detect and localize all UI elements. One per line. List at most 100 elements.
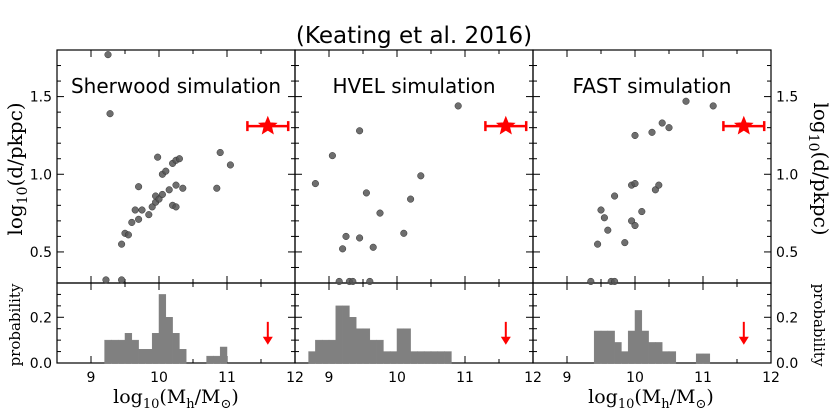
arrow-head: [262, 336, 273, 345]
y-tick-label: 0.5: [776, 245, 798, 261]
histogram-bar: [641, 330, 649, 364]
data-point: [638, 207, 646, 216]
panel-2: HVEL simulation 9 10 11 12: [294, 49, 542, 386]
histogram-bar: [362, 328, 371, 364]
histogram-bar: [145, 349, 153, 364]
x-tick-label: 11: [694, 370, 712, 386]
histogram-bar: [444, 351, 452, 364]
data-point: [369, 243, 377, 251]
histogram-bar: [117, 339, 126, 364]
data-point: [604, 226, 612, 234]
data-point: [128, 218, 136, 226]
histogram-bar: [321, 339, 330, 364]
histogram-bar: [335, 305, 343, 364]
y-tick-label: 0.2: [776, 310, 798, 326]
panel-title: HVEL simulation: [332, 74, 495, 98]
data-point: [600, 214, 608, 222]
data-point: [328, 152, 336, 160]
data-point: [216, 148, 224, 157]
histogram-bar: [614, 342, 622, 364]
x-axis-label-panel-3: log10(Mh/M⊙): [588, 386, 714, 412]
data-point: [597, 206, 605, 214]
histogram-bar: [104, 339, 112, 364]
histogram-bar: [430, 351, 439, 364]
data-point: [648, 128, 656, 136]
data-point: [376, 209, 384, 217]
data-point: [407, 195, 415, 203]
data-point: [587, 277, 595, 285]
histogram-bar: [355, 328, 364, 364]
histogram-bar: [308, 351, 316, 364]
panel-1: Sherwood simulation 9 10 11 12 0.5 1.0 1.5 0.0 0.…: [30, 49, 304, 386]
x-tick-label: 10: [150, 370, 168, 386]
x-tick-label: 11: [456, 370, 474, 386]
y-tick-label: 0.5: [30, 245, 52, 261]
histogram-bar: [695, 353, 704, 364]
y-tick-label: 1.5: [776, 90, 798, 106]
star-marker: [257, 115, 278, 135]
data-point: [631, 221, 639, 230]
y-tick-label: 0.0: [776, 356, 798, 372]
histogram-bar: [621, 351, 629, 364]
x-tick-label: 12: [762, 370, 780, 386]
data-point: [631, 131, 639, 139]
data-point: [165, 186, 173, 194]
histogram-bar: [376, 339, 384, 364]
x-tick-label: 11: [218, 370, 236, 386]
y-tick-label: 0.0: [30, 356, 52, 372]
data-point: [213, 184, 221, 192]
data-point: [102, 276, 110, 284]
histogram-bar: [389, 351, 398, 364]
histogram-bar: [423, 351, 432, 364]
histogram-bar: [342, 305, 350, 364]
histogram-bar: [219, 346, 228, 364]
y-axis-label-left: log10(d/pkpc): [3, 102, 31, 235]
data-point: [226, 161, 234, 169]
star-marker: [495, 115, 516, 135]
data-point: [611, 277, 619, 285]
histogram-bar: [661, 351, 670, 364]
histogram-bar: [349, 317, 357, 364]
histogram-bar: [158, 294, 167, 364]
data-point: [621, 239, 629, 247]
data-point: [145, 211, 153, 219]
data-point: [342, 232, 350, 240]
x-tick-label: 12: [286, 370, 304, 386]
histogram-bar: [634, 310, 643, 364]
x-axis-label-panel-1: log10(Mh/M⊙): [113, 386, 239, 412]
data-point: [709, 102, 717, 110]
histogram-bar: [607, 330, 615, 364]
histogram-bar: [648, 342, 656, 364]
data-point: [658, 119, 666, 127]
data-point: [172, 203, 180, 211]
x-tick-label: 9: [325, 370, 334, 386]
y-tick-label: 1.5: [30, 90, 52, 106]
histogram-bar: [369, 339, 377, 364]
data-point: [135, 183, 143, 191]
arrow-head: [738, 336, 749, 345]
probability-label-right: probability: [810, 284, 828, 367]
data-point: [175, 155, 183, 163]
data-point: [400, 229, 408, 237]
histogram-bar: [403, 328, 411, 364]
panel-3: FAST simulation 9 10 11 12 0.5 1.0 1.5 0.0 0.2: [532, 49, 798, 386]
data-point: [154, 153, 162, 161]
probability-label-left: probability: [6, 283, 24, 366]
panel-title: Sherwood simulation: [71, 74, 281, 98]
histogram-bar: [668, 351, 677, 364]
histogram-bar: [172, 333, 180, 364]
data-point: [335, 277, 343, 285]
data-point: [311, 180, 319, 188]
histogram-bar: [138, 349, 146, 364]
data-point: [131, 206, 139, 214]
data-point: [611, 192, 619, 200]
histogram-bar: [151, 333, 160, 364]
data-point: [349, 277, 357, 285]
histogram-bar: [383, 351, 391, 364]
data-point: [366, 277, 374, 285]
x-tick-label: 12: [524, 370, 542, 386]
data-point: [417, 172, 425, 180]
x-tick-label: 9: [87, 370, 96, 386]
histogram-bar: [124, 333, 133, 364]
data-point: [179, 184, 187, 192]
